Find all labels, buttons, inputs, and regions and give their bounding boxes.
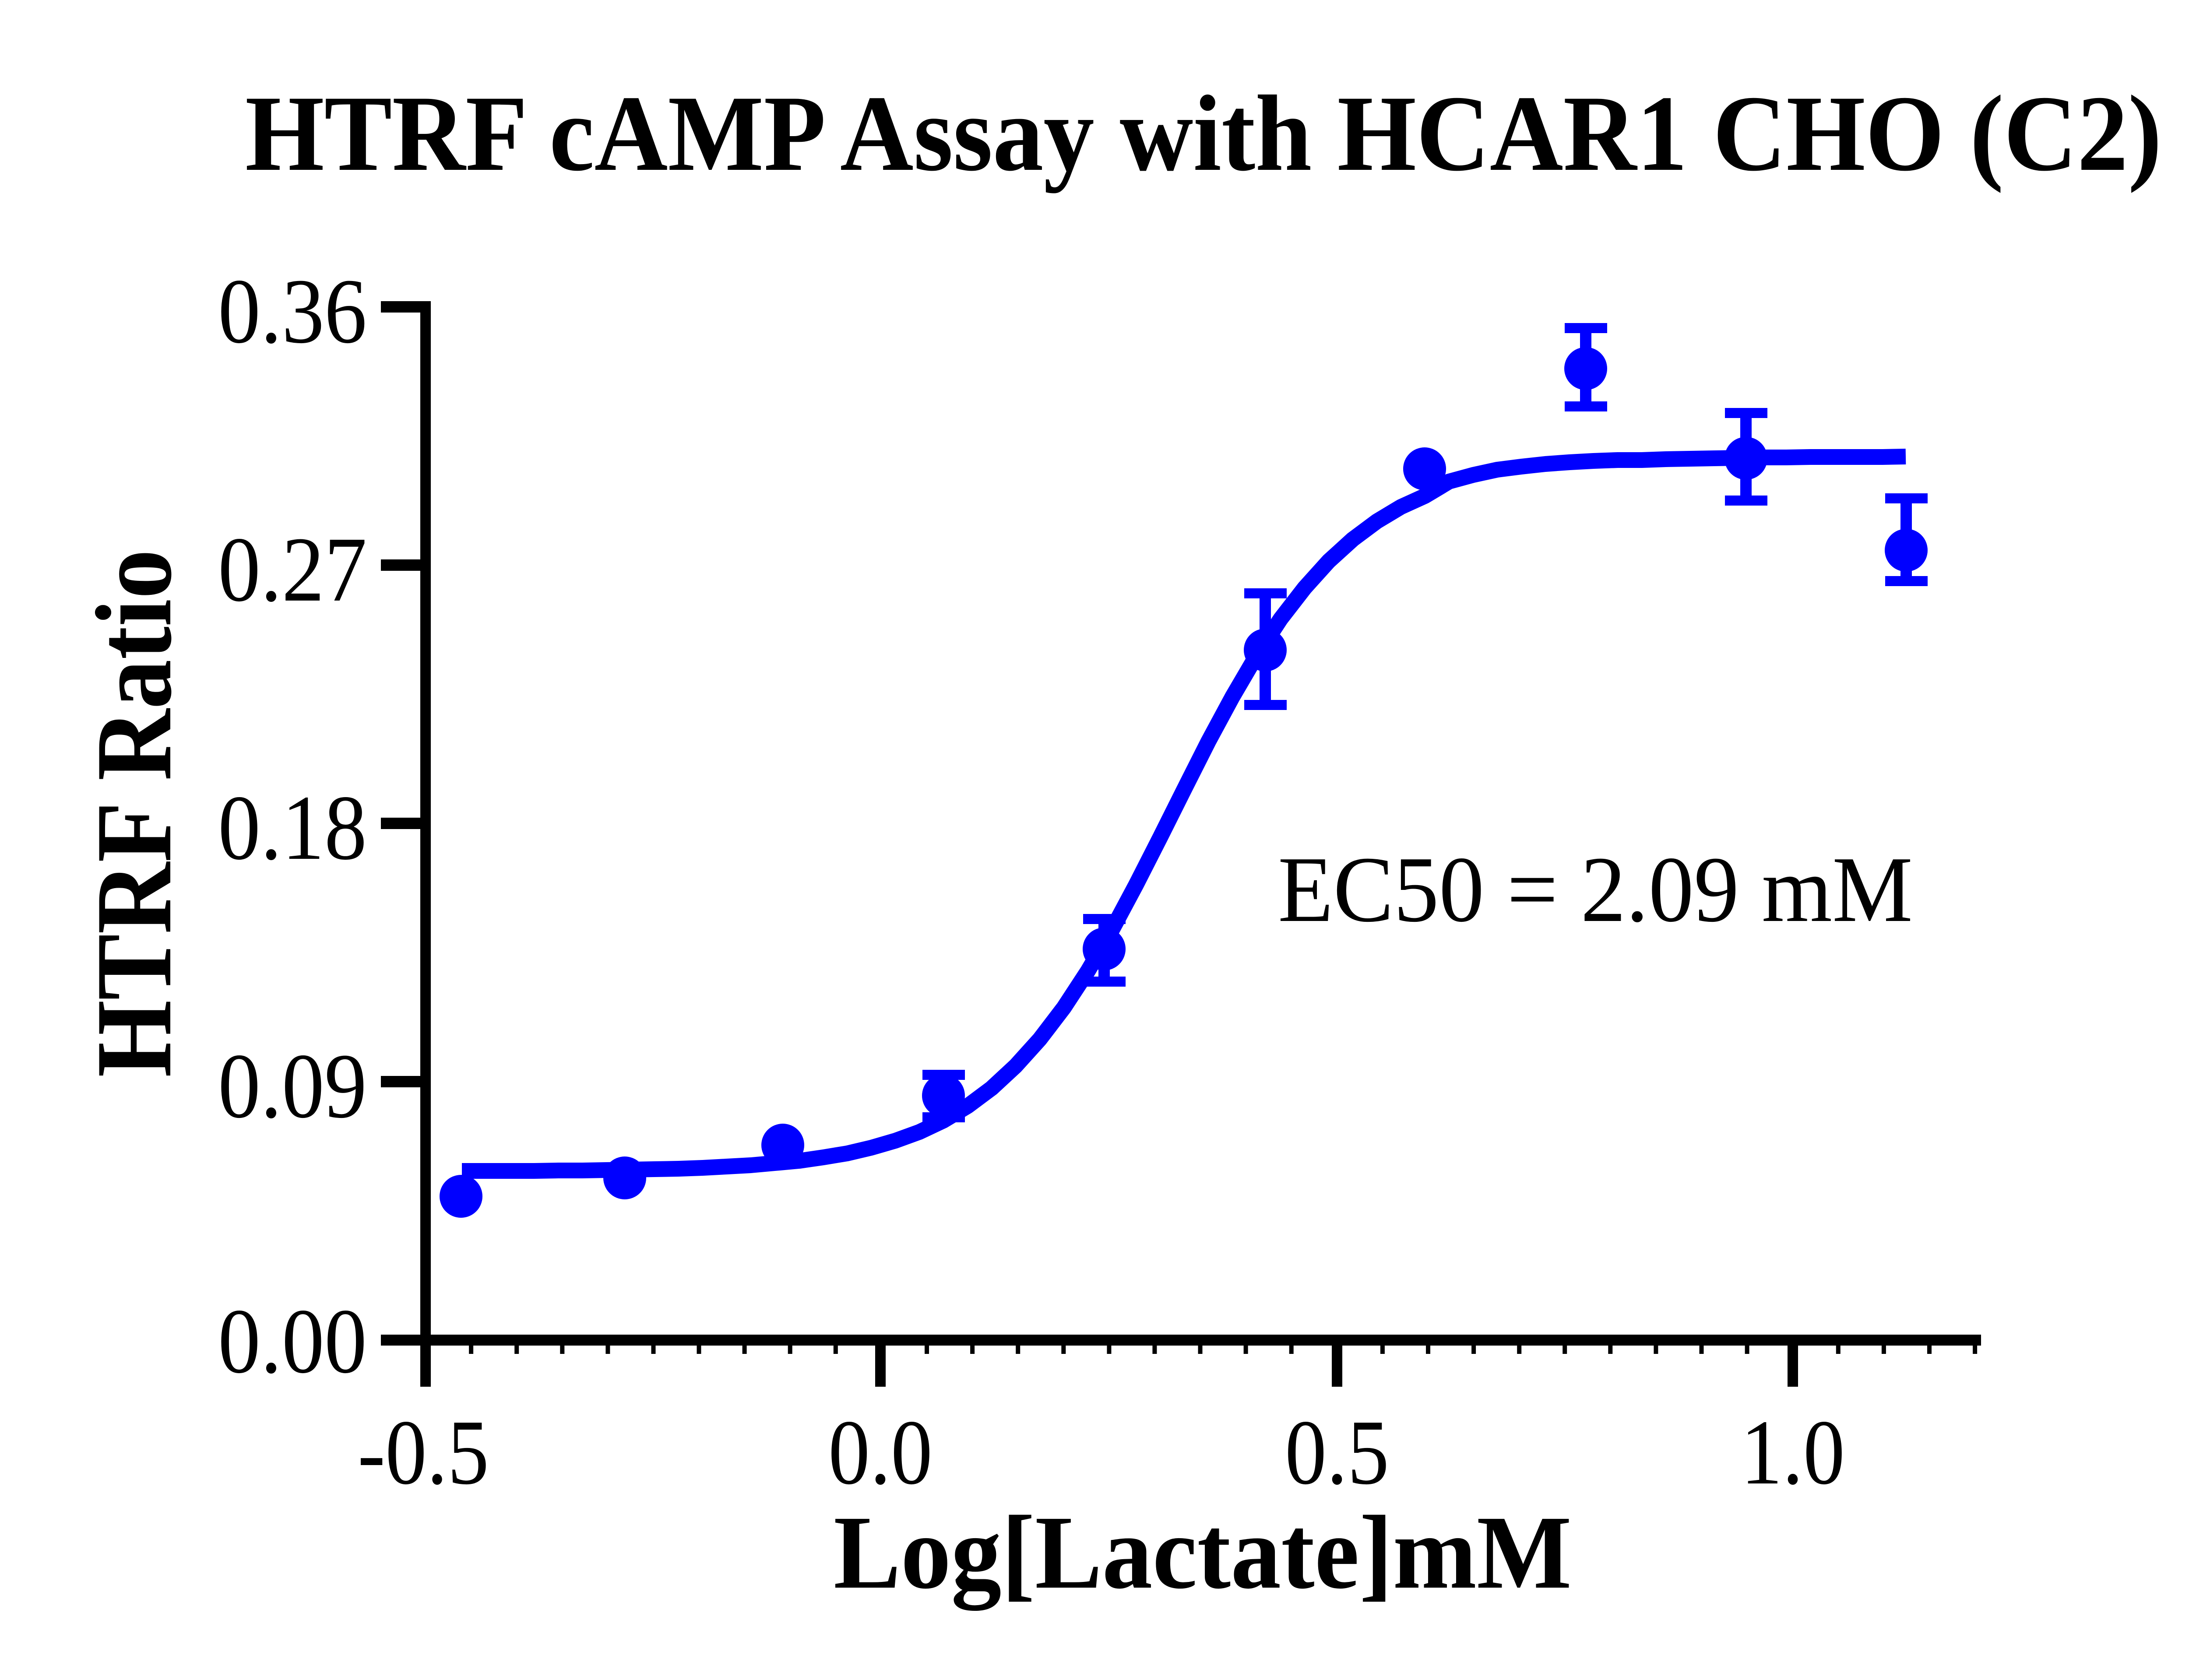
svg-text:0.09: 0.09 <box>218 1034 367 1137</box>
svg-text:HTRF Ratio: HTRF Ratio <box>74 549 194 1077</box>
svg-text:0.00: 0.00 <box>218 1290 367 1392</box>
svg-text:HTRF cAMP Assay with HCAR1 CHO: HTRF cAMP Assay with HCAR1 CHO (C2) <box>245 73 2162 193</box>
svg-text:EC50 = 2.09 mM: EC50 = 2.09 mM <box>1278 837 1913 942</box>
svg-text:Log[Lactate]mM: Log[Lactate]mM <box>834 1494 1572 1611</box>
svg-text:0.36: 0.36 <box>218 260 367 362</box>
svg-text:1.0: 1.0 <box>1741 1401 1845 1504</box>
svg-text:0.0: 0.0 <box>828 1401 933 1504</box>
svg-text:-0.5: -0.5 <box>358 1401 489 1504</box>
svg-text:0.18: 0.18 <box>218 776 367 879</box>
svg-text:0.5: 0.5 <box>1285 1401 1389 1504</box>
svg-text:0.27: 0.27 <box>218 518 367 621</box>
